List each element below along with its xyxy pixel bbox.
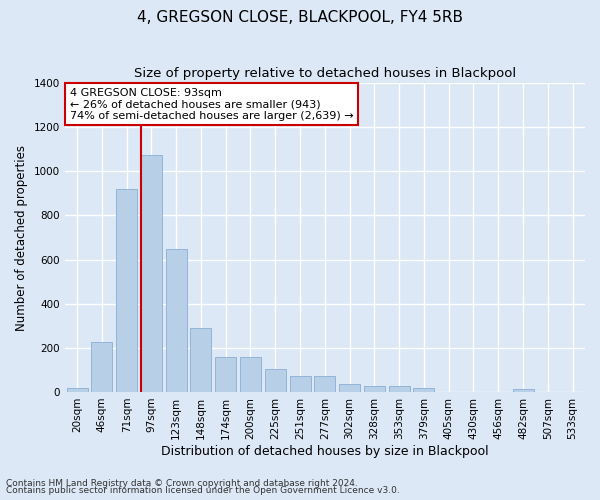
Text: Contains public sector information licensed under the Open Government Licence v3: Contains public sector information licen… [6,486,400,495]
Bar [364,386,385,392]
X-axis label: Distribution of detached houses by size in Blackpool: Distribution of detached houses by size … [161,444,488,458]
Bar [67,388,88,392]
Bar [215,357,236,392]
Bar [166,248,187,392]
Bar [141,155,162,392]
Bar [116,189,137,392]
Y-axis label: Number of detached properties: Number of detached properties [15,144,28,330]
Bar [290,376,311,392]
Bar [91,342,112,392]
Text: 4 GREGSON CLOSE: 93sqm
← 26% of detached houses are smaller (943)
74% of semi-de: 4 GREGSON CLOSE: 93sqm ← 26% of detached… [70,88,353,121]
Bar [265,369,286,392]
Bar [190,328,211,392]
Text: Contains HM Land Registry data © Crown copyright and database right 2024.: Contains HM Land Registry data © Crown c… [6,478,358,488]
Text: 4, GREGSON CLOSE, BLACKPOOL, FY4 5RB: 4, GREGSON CLOSE, BLACKPOOL, FY4 5RB [137,10,463,25]
Bar [512,390,533,392]
Bar [314,376,335,392]
Bar [389,386,410,392]
Bar [240,357,261,392]
Bar [413,388,434,392]
Title: Size of property relative to detached houses in Blackpool: Size of property relative to detached ho… [134,68,516,80]
Bar [339,384,360,392]
